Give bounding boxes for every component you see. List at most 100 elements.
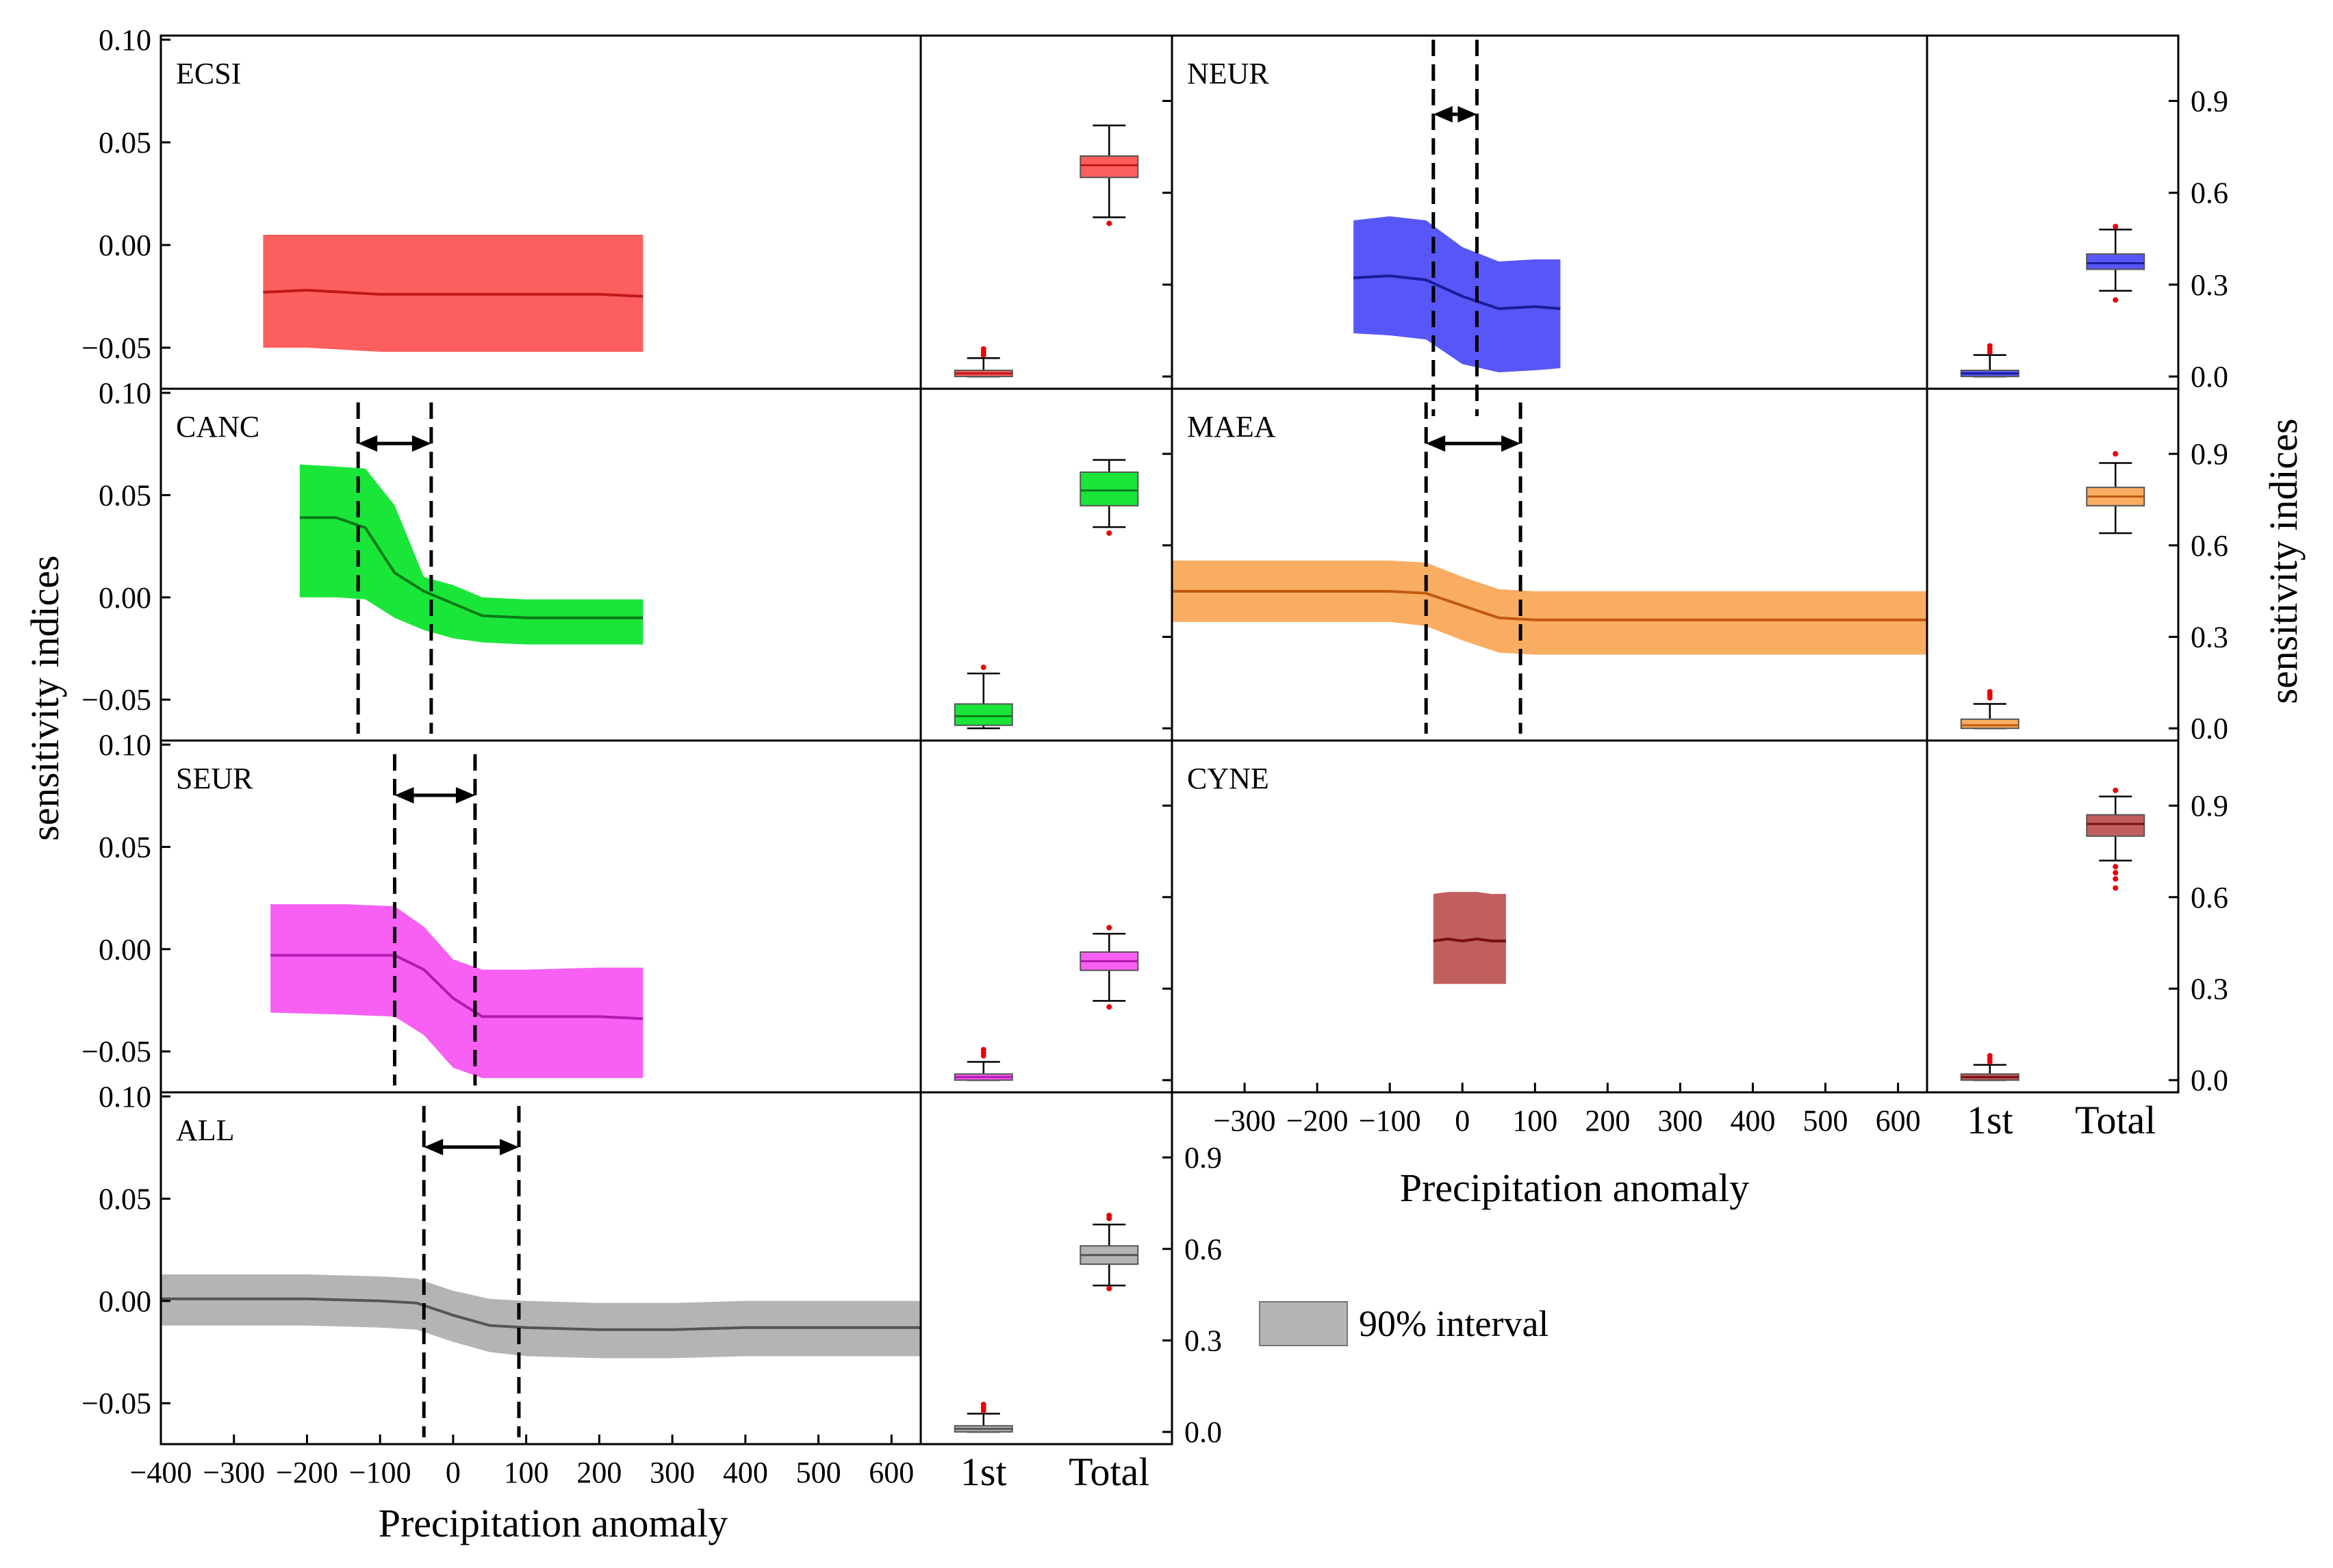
interval-band [270, 904, 643, 1079]
panel-cyne: CYNE 0.0 0.3 0.6 0.9 −300 −200 −100 0 100 200 300 40… [1171, 739, 2228, 1142]
box-outlier [1987, 1053, 1993, 1059]
box-outlier [1106, 530, 1112, 536]
arrow-head-left [1426, 435, 1446, 452]
box-y-tick-label: 0.0 [2191, 712, 2228, 745]
box-body [1960, 718, 2019, 730]
y-tick-label: −0.05 [81, 1387, 151, 1420]
box-outlier [980, 1046, 986, 1053]
y-tick-label: 0.00 [99, 229, 151, 262]
interval-band [161, 1274, 921, 1359]
y-tick-label: 0.10 [99, 1080, 151, 1114]
box-outlier [980, 1402, 986, 1408]
box-y-tick-label: 0.3 [2191, 268, 2228, 302]
panel-ecsi: ECSI 0.10 0.05 0.00 −0.05 [81, 23, 1173, 390]
panel-frame [160, 1091, 922, 1445]
y-axis-title-right: sensitivity indices [2261, 418, 2306, 704]
panel-label: SEUR [176, 762, 253, 795]
box-outlier [2113, 451, 2119, 457]
arrow-head-left [394, 787, 414, 804]
panel-frame [160, 387, 922, 742]
panel-all: ALL 0.10 0.05 0.00 −0.05 0.0 0.3 0.6 0.9 −400 −300… [81, 1080, 1222, 1494]
box-outlier [1106, 1285, 1112, 1291]
box-frame [1926, 387, 2180, 742]
box-frame [919, 1091, 1173, 1445]
box-body [1080, 471, 1139, 506]
arrow-head-left [358, 435, 378, 452]
box-y-tick-label: 0.9 [1184, 1141, 1222, 1174]
arrow-head-left [424, 1139, 444, 1155]
x-tick-label: 500 [796, 1456, 841, 1489]
box-outlier [1987, 689, 1993, 695]
arrow-head-right [455, 787, 475, 804]
box-outlier [2113, 864, 2119, 870]
box-outlier [2113, 885, 2119, 891]
box-y-tick-label: 0.3 [1184, 1324, 1222, 1357]
mean-line [263, 288, 643, 298]
box-frame [1926, 739, 2180, 1094]
box-y-tick-label: 0.0 [2191, 1064, 2228, 1097]
box-y-tick-label: 0.0 [2191, 360, 2228, 394]
box-frame [919, 387, 1173, 742]
box-outlier [2113, 876, 2119, 882]
y-tick-label: 0.00 [99, 933, 151, 966]
x-tick-label: 100 [1512, 1104, 1557, 1138]
panel-label: NEUR [1187, 57, 1269, 90]
box-outlier [980, 346, 986, 352]
x-tick-label: −400 [130, 1456, 192, 1489]
box-y-tick-label: 0.9 [2191, 789, 2228, 823]
box-y-tick-label: 0.9 [2191, 84, 2228, 118]
x-tick-label: −200 [276, 1456, 338, 1489]
arrow-head-right [411, 435, 431, 452]
mean-line [299, 516, 643, 619]
y-tick-label: −0.05 [81, 331, 151, 365]
x-tick-label: 0 [1455, 1104, 1470, 1138]
interval-band [1433, 892, 1506, 984]
panel-canc: CANC 0.10 0.05 0.00 −0.05 [81, 376, 1173, 742]
x-tick-label: −100 [349, 1456, 411, 1489]
box-body [2086, 253, 2145, 270]
y-tick-label: 0.05 [99, 1182, 151, 1216]
x-tick-label: 200 [1585, 1104, 1630, 1138]
y-tick-label: 0.10 [99, 376, 151, 410]
box-outlier [1987, 343, 1993, 349]
y-tick-label: 0.05 [99, 830, 151, 864]
mean-line [1172, 589, 1927, 621]
x-tick-label: 300 [650, 1456, 695, 1489]
panel-label: CANC [176, 410, 259, 444]
x-tick-label: 400 [1730, 1104, 1775, 1138]
box-y-tick-label: 0.3 [2191, 972, 2228, 1005]
y-tick-label: −0.05 [81, 1035, 151, 1068]
box-frame [919, 34, 1173, 390]
arrow-head-right [499, 1139, 519, 1155]
box-frame [919, 739, 1173, 1094]
y-tick-label: 0.05 [99, 478, 151, 512]
box-y-tick-label: 0.6 [2191, 881, 2228, 914]
arrow-head-right [1457, 106, 1477, 123]
x-tick-label: 500 [1803, 1104, 1848, 1138]
y-tick-label: 0.00 [99, 581, 151, 615]
legend: 90% interval [1259, 1301, 1548, 1346]
box-category-label: Total [2075, 1098, 2156, 1142]
panel-label: ECSI [176, 57, 241, 90]
x-tick-label: 600 [869, 1456, 914, 1489]
panel-maea: MAEA 0.0 0.3 0.6 0.9 [1171, 387, 2228, 745]
x-tick-label: 400 [723, 1456, 768, 1489]
box-y-tick-label: 0.6 [2191, 529, 2228, 563]
panel-frame [1171, 739, 1928, 1094]
box-y-tick-label: 0.9 [2191, 437, 2228, 471]
x-tick-label: 300 [1657, 1104, 1703, 1138]
box-y-tick-label: 0.3 [2191, 620, 2228, 654]
interval-band [1172, 561, 1927, 655]
y-tick-label: −0.05 [81, 683, 151, 717]
box-outlier [2113, 870, 2119, 876]
y-axis-title-left: sensitivity indices [23, 555, 67, 840]
x-tick-label: 0 [446, 1456, 461, 1489]
box-frame [1926, 34, 2180, 390]
box-y-tick-label: 0.6 [2191, 177, 2228, 210]
box-body [954, 703, 1013, 726]
x-tick-label: −200 [1286, 1104, 1349, 1138]
x-axis-title-right-column: Precipitation anomaly [1400, 1166, 1750, 1210]
box-outlier [2113, 297, 2119, 303]
arrow-head-right [1501, 435, 1521, 452]
mean-line [1433, 937, 1506, 942]
